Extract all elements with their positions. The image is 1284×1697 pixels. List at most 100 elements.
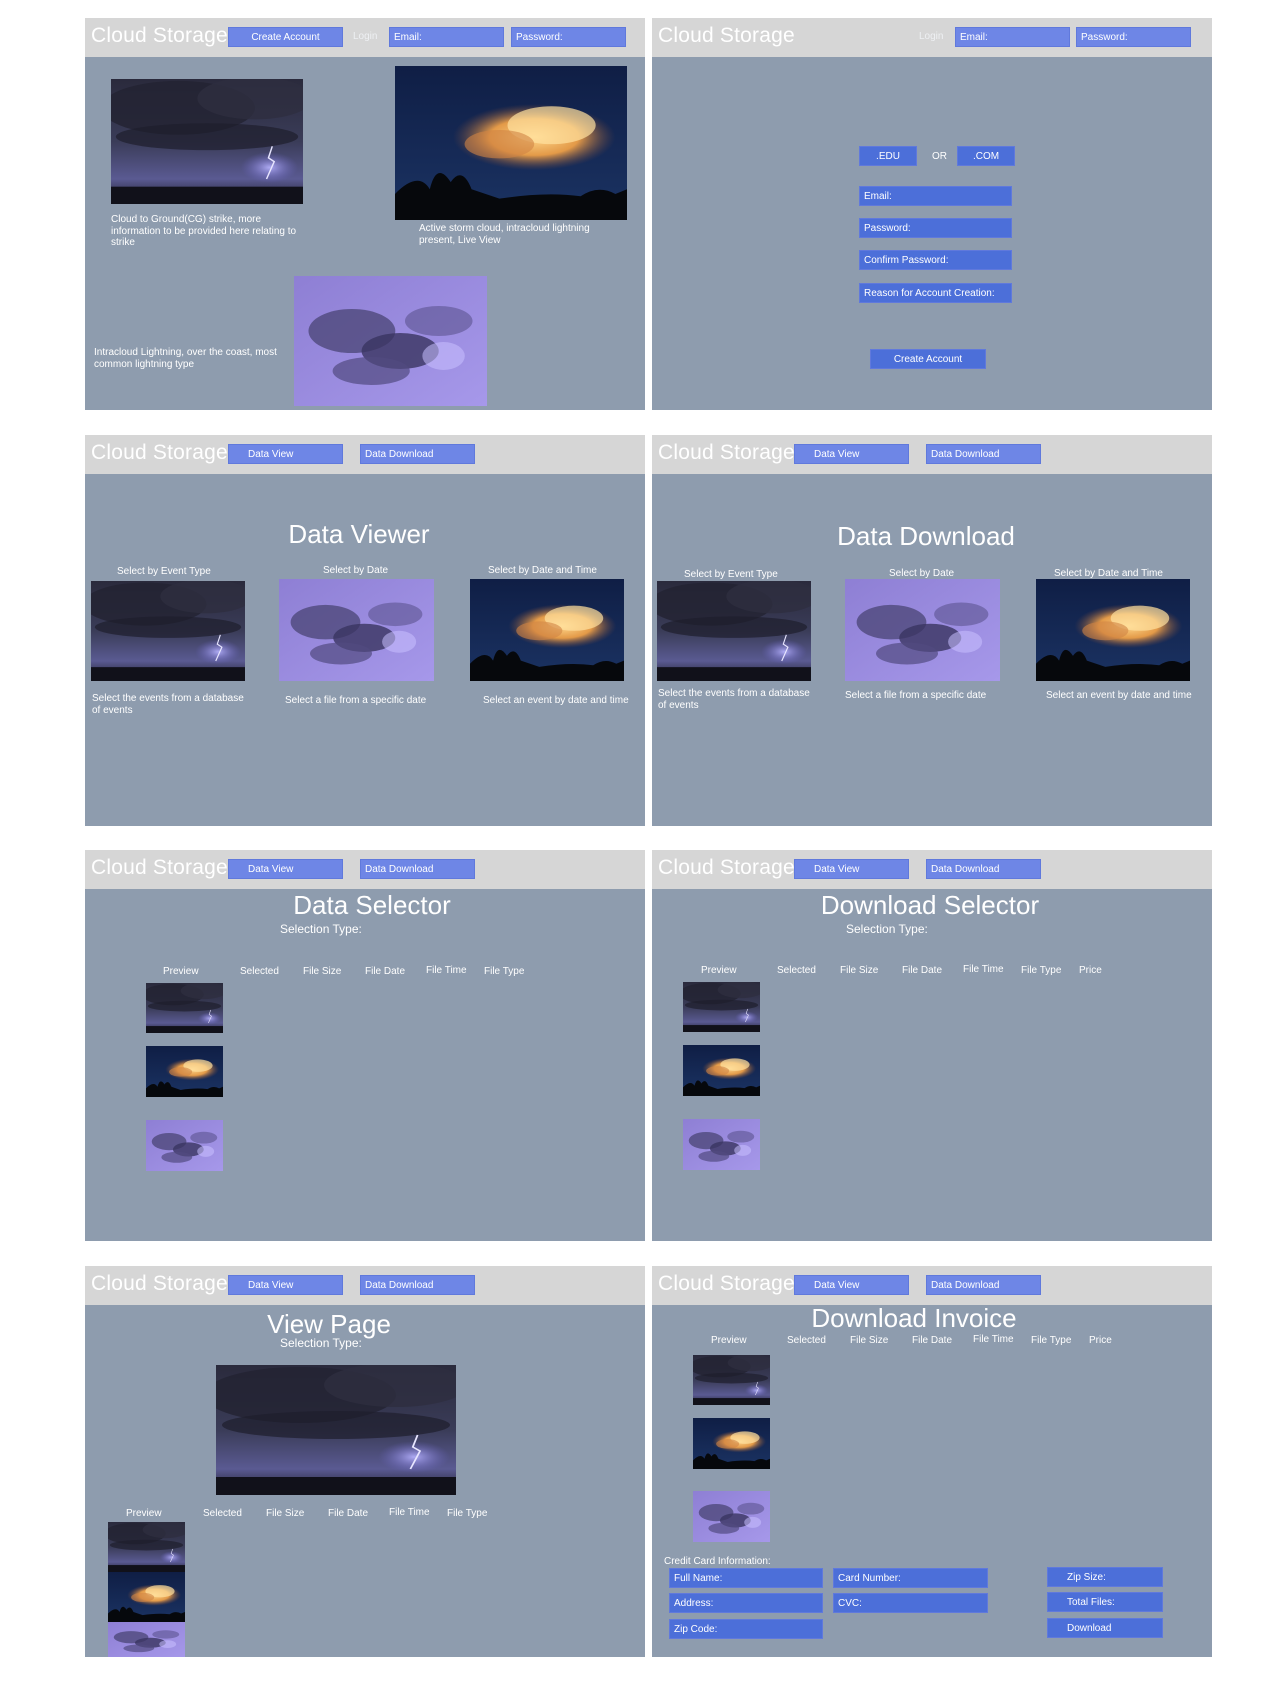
card-number-field[interactable]: Card Number: <box>833 1568 988 1588</box>
row-thumbnail[interactable] <box>108 1522 185 1572</box>
col-selected: Selected <box>240 966 279 977</box>
row-thumbnail[interactable] <box>108 1572 185 1622</box>
col-selected: Selected <box>777 965 816 976</box>
create-account-submit[interactable]: Create Account <box>870 349 986 369</box>
row-thumbnail[interactable] <box>146 1120 223 1171</box>
signup-password-field[interactable]: Password: <box>859 218 1012 238</box>
page-title: Data Viewer <box>288 519 430 549</box>
col-file-type: File Type <box>447 1508 488 1519</box>
brand-logo: Cloud Storage <box>91 1272 228 1295</box>
select-by-date-label: Select by Date <box>323 565 389 576</box>
confirm-password-field[interactable]: Confirm Password: <box>859 250 1012 270</box>
col-price: Price <box>1079 965 1102 976</box>
col-preview: Preview <box>711 1335 747 1346</box>
credit-card-info-label: Credit Card Information: <box>664 1556 771 1567</box>
data-view-tab[interactable]: Data View <box>228 1275 343 1295</box>
data-view-tab[interactable]: Data View <box>794 859 909 879</box>
main-preview-photo[interactable] <box>216 1365 456 1495</box>
select-by-datetime-label: Select by Date and Time <box>488 565 597 576</box>
col-file-type: File Type <box>484 966 525 977</box>
datetime-photo[interactable] <box>470 579 624 681</box>
col-file-date: File Date <box>902 965 943 976</box>
col-selected: Selected <box>203 1508 242 1519</box>
email-input[interactable]: Email: <box>389 27 504 47</box>
col-file-time: File Time <box>973 1334 1014 1345</box>
header-bar: Cloud Storage Data View Data Download <box>652 435 1212 474</box>
selection-type-label: Selection Type: <box>280 1336 362 1350</box>
data-view-tab[interactable]: Data View <box>794 1275 909 1295</box>
data-download-tab[interactable]: Data Download <box>360 444 475 464</box>
download-selector-frame: Cloud Storage Data View Data Download Do… <box>652 850 1212 1241</box>
create-account-button[interactable]: Create Account <box>228 27 343 47</box>
row-thumbnail[interactable] <box>146 1046 223 1097</box>
address-field[interactable]: Address: <box>669 1593 823 1613</box>
cg-caption: Cloud to Ground(CG) strike, more informa… <box>111 214 297 248</box>
com-button[interactable]: .COM <box>957 146 1015 166</box>
cvc-field[interactable]: CVC: <box>833 1593 988 1613</box>
page-title: Data Download <box>837 521 1015 551</box>
password-input[interactable]: Password: <box>1076 27 1191 47</box>
select-by-date-label: Select by Date <box>889 568 955 579</box>
page-title: Download Selector <box>820 890 1040 920</box>
data-view-tab[interactable]: Data View <box>228 444 343 464</box>
row-thumbnail[interactable] <box>108 1622 185 1657</box>
date-photo[interactable] <box>845 579 1000 681</box>
or-label: OR <box>932 151 947 162</box>
header-bar: Cloud Storage Data View Data Download <box>85 1266 645 1305</box>
edu-button[interactable]: .EDU <box>859 146 917 166</box>
select-by-datetime-label: Select by Date and Time <box>1054 568 1163 579</box>
data-view-tab[interactable]: Data View <box>794 444 909 464</box>
intracloud-lightning-photo[interactable] <box>294 276 487 406</box>
zip-code-field[interactable]: Zip Code: <box>669 1619 823 1639</box>
download-button[interactable]: Download <box>1047 1618 1163 1638</box>
col-file-size: File Size <box>840 965 879 976</box>
storm-caption: Active storm cloud, intracloud lightning… <box>419 223 590 246</box>
select-by-event-label: Select by Event Type <box>117 566 211 577</box>
data-download-tab[interactable]: Data Download <box>926 1275 1041 1295</box>
cg-lightning-photo[interactable] <box>111 79 303 204</box>
signup-frame: Cloud Storage Login Email: Password: .ED… <box>652 18 1212 410</box>
signup-email-field[interactable]: Email: <box>859 186 1012 206</box>
col-file-time: File Time <box>426 965 467 976</box>
row-thumbnail[interactable] <box>683 982 760 1032</box>
storm-cloud-photo[interactable] <box>395 66 627 220</box>
col-file-type: File Type <box>1021 965 1062 976</box>
event-desc: Select the events from a database of eve… <box>658 688 810 711</box>
date-desc: Select a file from a specific date <box>845 690 987 701</box>
data-view-tab[interactable]: Data View <box>228 859 343 879</box>
datetime-photo[interactable] <box>1036 579 1190 681</box>
brand-logo: Cloud Storage <box>658 856 795 879</box>
full-name-field[interactable]: Full Name: <box>669 1568 823 1588</box>
col-file-date: File Date <box>365 966 406 977</box>
row-thumbnail[interactable] <box>146 983 223 1033</box>
row-thumbnail[interactable] <box>683 1119 760 1170</box>
row-thumbnail[interactable] <box>693 1355 770 1405</box>
brand-logo: Cloud Storage <box>658 441 795 464</box>
event-type-photo[interactable] <box>91 581 245 681</box>
row-thumbnail[interactable] <box>693 1418 770 1469</box>
date-photo[interactable] <box>279 579 434 681</box>
password-input[interactable]: Password: <box>511 27 626 47</box>
col-selected: Selected <box>787 1335 826 1346</box>
datetime-desc: Select an event by date and time <box>1046 690 1192 701</box>
select-by-event-label: Select by Event Type <box>684 569 778 580</box>
data-download-tab[interactable]: Data Download <box>926 859 1041 879</box>
header-bar: Cloud Storage Data View Data Download <box>652 1266 1212 1305</box>
reason-field[interactable]: Reason for Account Creation: <box>859 283 1012 303</box>
row-thumbnail[interactable] <box>683 1045 760 1096</box>
login-label: Login <box>919 31 944 42</box>
download-invoice-frame: Cloud Storage Data View Data Download Do… <box>652 1266 1212 1657</box>
header-bar: Cloud Storage Data View Data Download <box>85 850 645 889</box>
email-input[interactable]: Email: <box>955 27 1070 47</box>
row-thumbnail[interactable] <box>693 1491 770 1542</box>
brand-logo: Cloud Storage <box>91 24 228 47</box>
data-download-tab[interactable]: Data Download <box>360 1275 475 1295</box>
data-download-tab[interactable]: Data Download <box>360 859 475 879</box>
data-download-frame: Cloud Storage Data View Data Download Da… <box>652 435 1212 826</box>
event-type-photo[interactable] <box>657 581 811 681</box>
col-file-time: File Time <box>963 964 1004 975</box>
date-desc: Select a file from a specific date <box>285 695 427 706</box>
col-file-date: File Date <box>328 1508 369 1519</box>
data-selector-frame: Cloud Storage Data View Data Download Da… <box>85 850 645 1241</box>
data-download-tab[interactable]: Data Download <box>926 444 1041 464</box>
